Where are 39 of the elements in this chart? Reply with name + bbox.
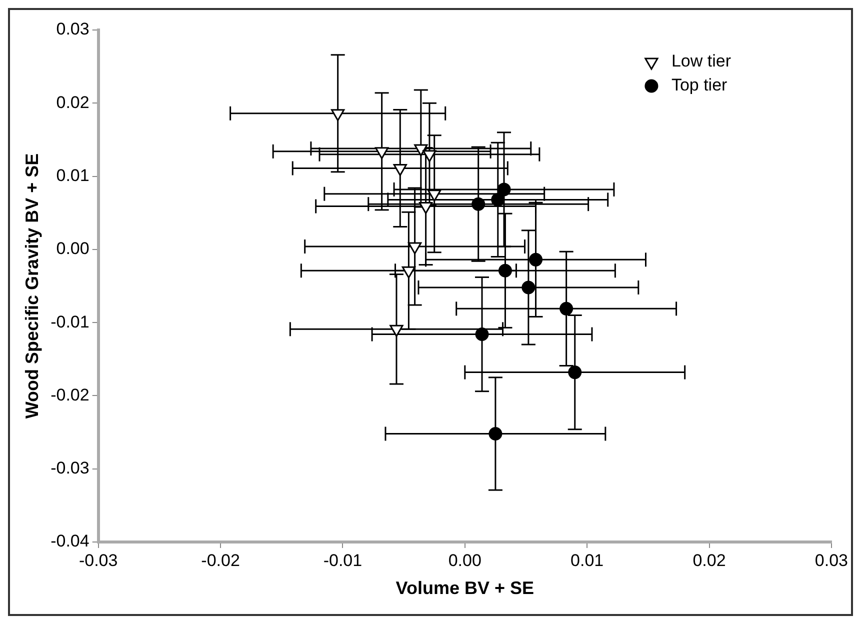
x-axis-title: Volume BV + SE (396, 578, 534, 598)
x-tick-label: 0.00 (448, 550, 482, 570)
y-tick-label: -0.01 (50, 312, 90, 332)
legend-label: Low tier (671, 52, 732, 71)
point (498, 264, 512, 278)
point (472, 197, 486, 211)
x-tick-label: -0.03 (78, 550, 118, 570)
point (560, 302, 574, 316)
point (488, 427, 502, 440)
y-tick-label: -0.02 (50, 385, 90, 404)
point (414, 144, 428, 156)
point (331, 109, 345, 122)
point (390, 324, 404, 337)
x-tick-label: 0.02 (692, 550, 726, 570)
point (491, 192, 505, 206)
y-tick-label: -0.03 (50, 458, 90, 478)
point (475, 328, 489, 342)
x-tick-label: 0.03 (814, 550, 848, 570)
x-tick-label: -0.01 (323, 550, 362, 570)
y-tick-label: 0.00 (56, 239, 90, 258)
legend-label: Top tier (671, 76, 728, 95)
y-tick-label: 0.03 (56, 20, 90, 39)
y-tick-label: 0.01 (56, 166, 90, 185)
point (393, 164, 407, 176)
point (497, 182, 511, 196)
point (568, 366, 582, 380)
point (408, 242, 422, 254)
point (402, 266, 416, 278)
point (529, 252, 543, 266)
point (375, 147, 389, 160)
x-tick-label: 0.01 (570, 550, 604, 570)
point (422, 150, 436, 162)
x-tick-label: -0.02 (201, 550, 240, 570)
point (522, 280, 536, 294)
point (428, 190, 442, 202)
y-tick-label: -0.04 (50, 532, 90, 551)
y-tick-label: 0.02 (56, 92, 90, 112)
point (418, 202, 433, 214)
y-axis-title: Wood Specific Gravity BV + SE (22, 153, 42, 419)
